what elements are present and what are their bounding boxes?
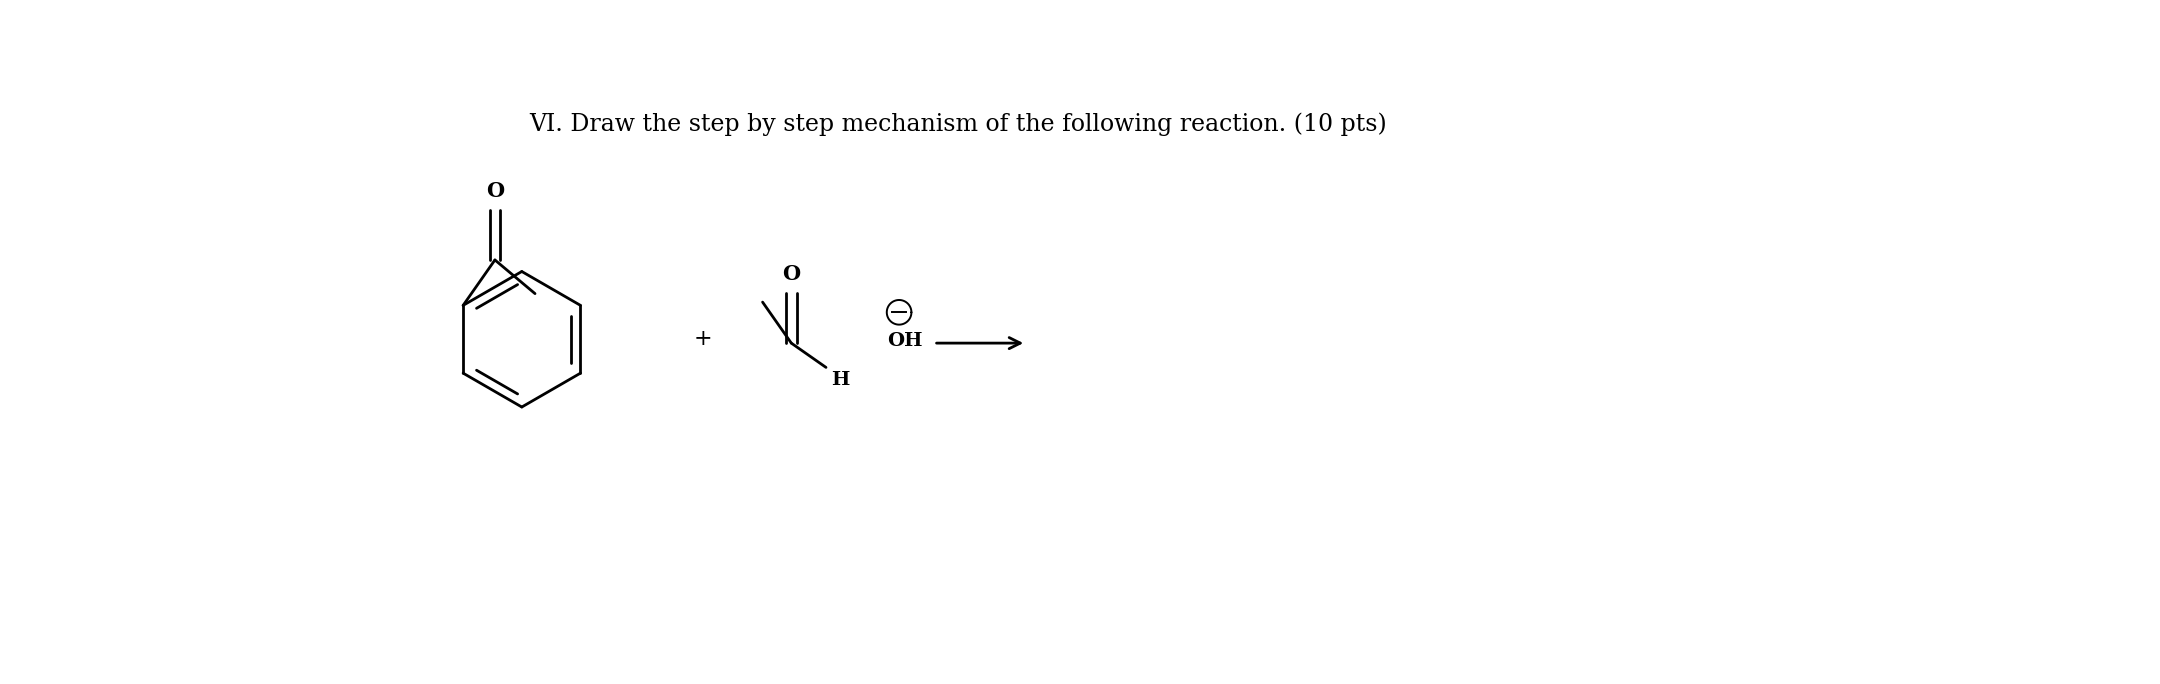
Text: H: H xyxy=(832,371,849,389)
Text: O: O xyxy=(782,264,801,284)
Text: +: + xyxy=(693,328,713,350)
Text: OH: OH xyxy=(888,332,922,350)
Text: VI. Draw the step by step mechanism of the following reaction. (10 pts): VI. Draw the step by step mechanism of t… xyxy=(529,112,1387,135)
Text: O: O xyxy=(486,181,503,200)
